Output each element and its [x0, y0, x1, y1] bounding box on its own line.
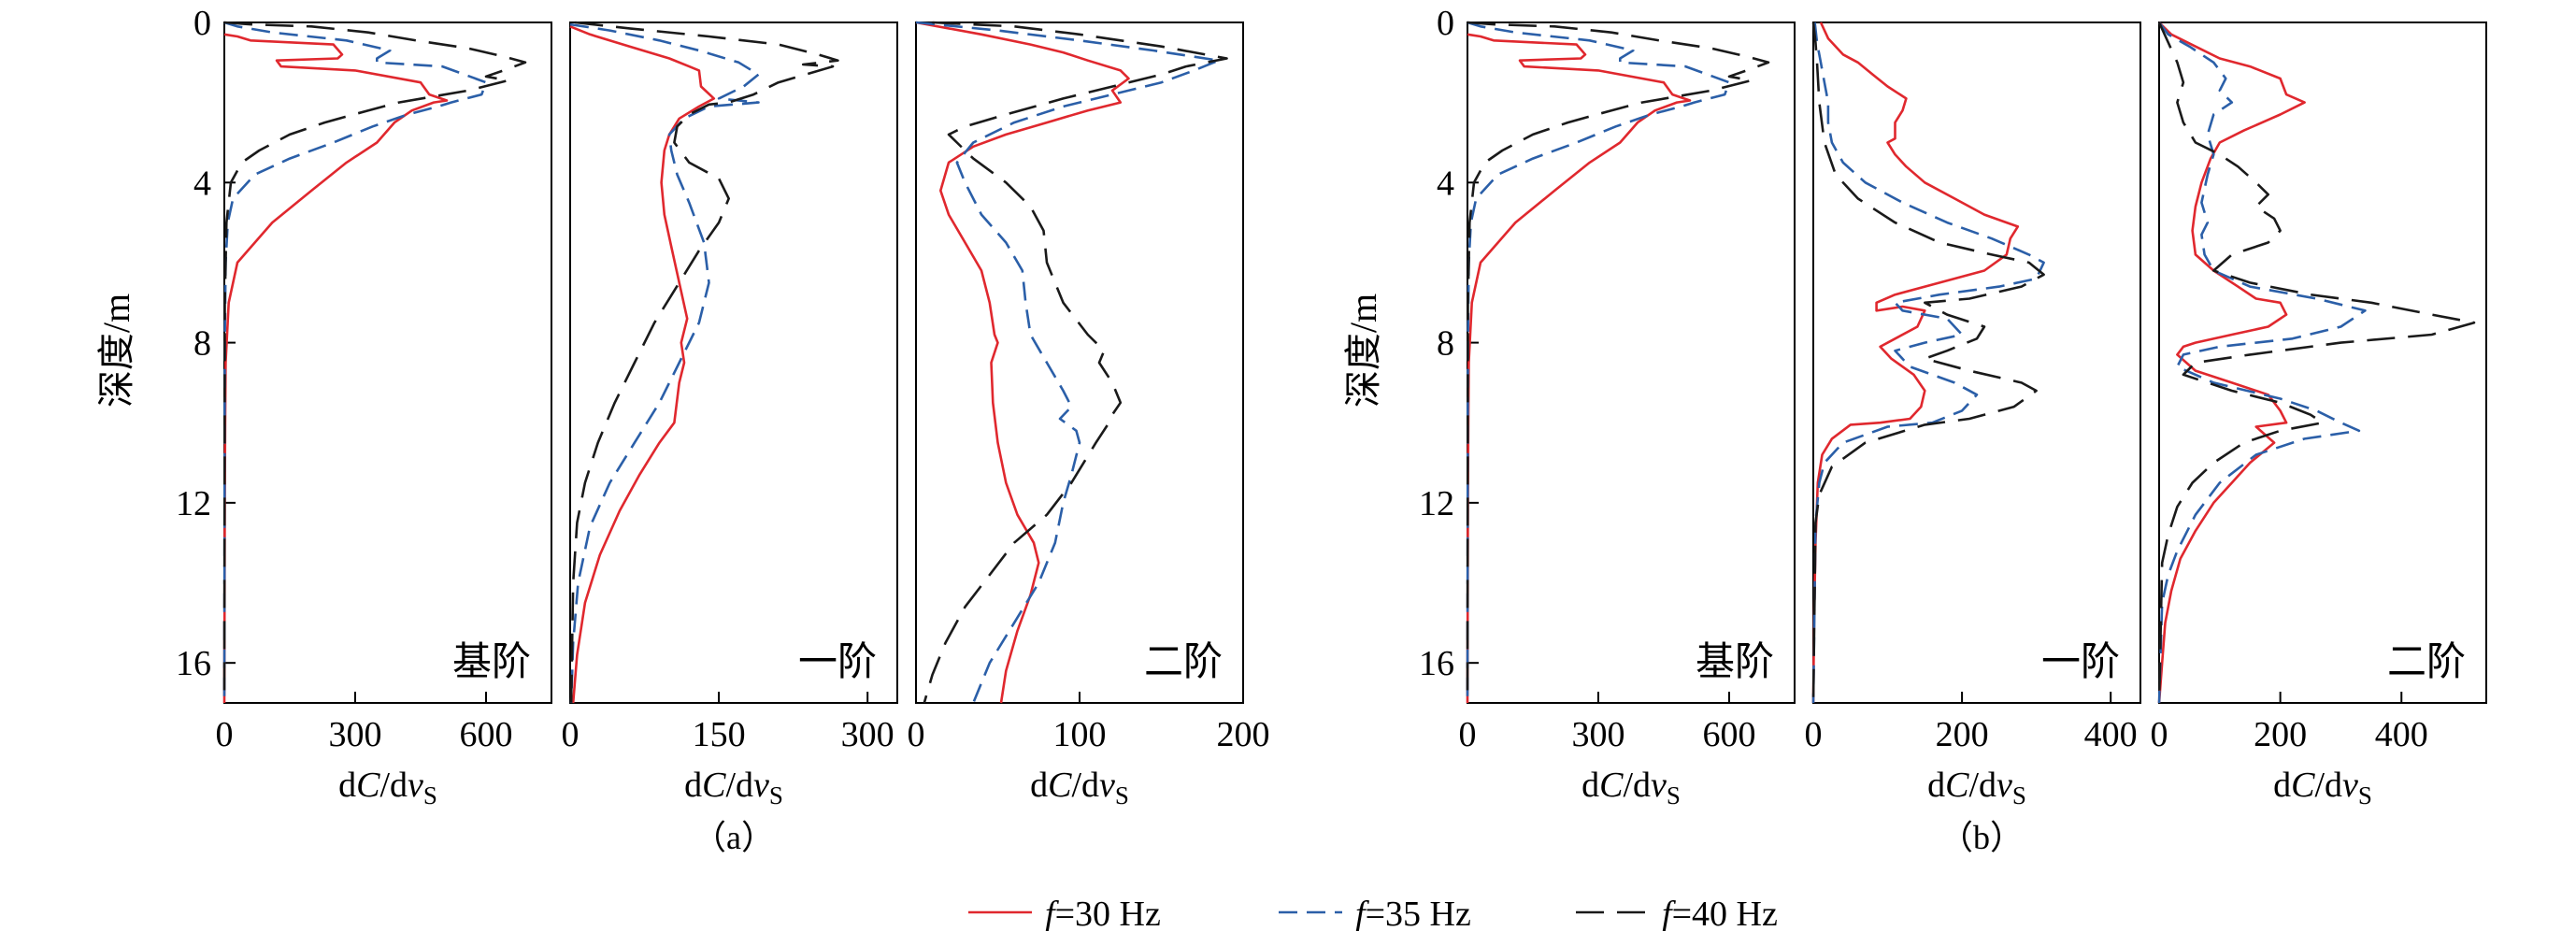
mode-label: 基阶 — [1696, 641, 1774, 684]
y-tick-label: 4 — [193, 164, 211, 203]
x-axis-label: dC/dvS — [1030, 766, 1129, 809]
series-line-f35 — [1466, 21, 1731, 704]
legend: f=30 Hz f=35 Hz f=40 Hz — [968, 895, 1778, 931]
mode-label: 二阶 — [2387, 641, 2466, 684]
panel-a-1: 0 150 300 dC/dvS 一阶 — [562, 21, 898, 809]
panel-b-1: 0 200 400 dC/dvS 一阶 — [1805, 21, 2141, 809]
x-tick-label: 400 — [2084, 715, 2138, 754]
plot-frame — [915, 21, 1244, 704]
series-line-f35 — [569, 22, 760, 704]
x-tick-label: 600 — [1703, 715, 1756, 754]
series-line-f35 — [915, 21, 1221, 704]
panel-b-0: 0 300 600 0 4 8 12 16 dC/dvS 基阶 — [1419, 4, 1796, 809]
y-axis-label-b: 深度/m — [1342, 294, 1384, 408]
x-axis-label: dC/dvS — [338, 766, 437, 809]
y-tick-label: 8 — [1437, 324, 1454, 364]
mode-label: 基阶 — [452, 641, 531, 684]
x-axis-label: dC/dvS — [2273, 766, 2372, 809]
x-tick-label: 0 — [1459, 715, 1477, 754]
legend-label-f35: f=35 Hz — [1355, 895, 1471, 931]
x-tick-label: 200 — [2254, 715, 2307, 754]
series-line-f40 — [1466, 21, 1770, 704]
panel-a-2: 0 100 200 dC/dvS 二阶 — [908, 21, 1270, 809]
series-line-f35 — [222, 21, 488, 704]
x-tick-label: 400 — [2375, 715, 2428, 754]
chart-panels: 0 300 600 0 4 8 12 16 dC/dvS 基阶 0 150 300 dC/dvS 一阶 0 10… — [176, 4, 2487, 809]
x-axis-label: dC/dvS — [1581, 766, 1681, 809]
series-line-f40 — [2157, 21, 2476, 704]
group-label-a: （a） — [693, 819, 775, 856]
x-tick-label: 0 — [562, 715, 580, 754]
plot-frame — [569, 21, 898, 704]
series-line-f30 — [1466, 33, 1692, 704]
x-tick-label: 150 — [693, 715, 746, 754]
y-axis-label-a: 深度/m — [95, 294, 137, 408]
plot-frame — [1467, 21, 1796, 704]
y-tick-label: 12 — [176, 484, 211, 523]
series-line-f40 — [569, 21, 839, 704]
group-label-b: （b） — [1939, 819, 2024, 856]
series-line-f35 — [1811, 21, 2045, 704]
series-line-f30 — [1811, 21, 2020, 704]
series-line-f35 — [2157, 21, 2367, 704]
plot-frame — [223, 21, 552, 704]
y-tick-label: 12 — [1419, 484, 1454, 523]
x-tick-label: 300 — [841, 715, 894, 754]
series-line-f30 — [222, 33, 449, 704]
legend-label-f30: f=30 Hz — [1045, 895, 1161, 931]
x-tick-label: 200 — [1936, 715, 1989, 754]
mode-label: 一阶 — [798, 641, 877, 684]
series-line-f40 — [222, 21, 527, 704]
x-axis-label: dC/dvS — [684, 766, 783, 809]
legend-label-f40: f=40 Hz — [1662, 895, 1778, 931]
y-axis-label: 深度/m — [95, 294, 137, 408]
x-tick-label: 0 — [2151, 715, 2168, 754]
mode-label: 二阶 — [1144, 641, 1223, 684]
x-tick-label: 100 — [1053, 715, 1107, 754]
x-tick-label: 300 — [1572, 715, 1625, 754]
x-tick-label: 300 — [329, 715, 382, 754]
series-line-f40 — [1811, 21, 2045, 704]
plot-frame — [2158, 21, 2487, 704]
y-tick-label: 8 — [193, 324, 211, 364]
panel-a-0: 0 300 600 0 4 8 12 16 dC/dvS 基阶 — [176, 4, 552, 809]
series-line-f40 — [923, 21, 1228, 704]
y-axis-label: 深度/m — [1342, 294, 1384, 408]
y-tick-label: 16 — [1419, 644, 1454, 683]
x-tick-label: 0 — [908, 715, 925, 754]
y-tick-label: 0 — [193, 4, 211, 43]
x-axis-label: dC/dvS — [1927, 766, 2026, 809]
plot-frame — [1812, 21, 2141, 704]
x-tick-label: 600 — [460, 715, 513, 754]
x-tick-label: 200 — [1217, 715, 1270, 754]
y-tick-label: 16 — [176, 644, 211, 683]
y-tick-label: 0 — [1437, 4, 1454, 43]
series-line-f30 — [2157, 21, 2306, 704]
x-tick-label: 0 — [216, 715, 234, 754]
y-tick-label: 4 — [1437, 164, 1454, 203]
x-tick-label: 0 — [1805, 715, 1823, 754]
mode-label: 一阶 — [2041, 641, 2120, 684]
series-line-f30 — [915, 21, 1130, 704]
series-line-f30 — [569, 25, 716, 704]
